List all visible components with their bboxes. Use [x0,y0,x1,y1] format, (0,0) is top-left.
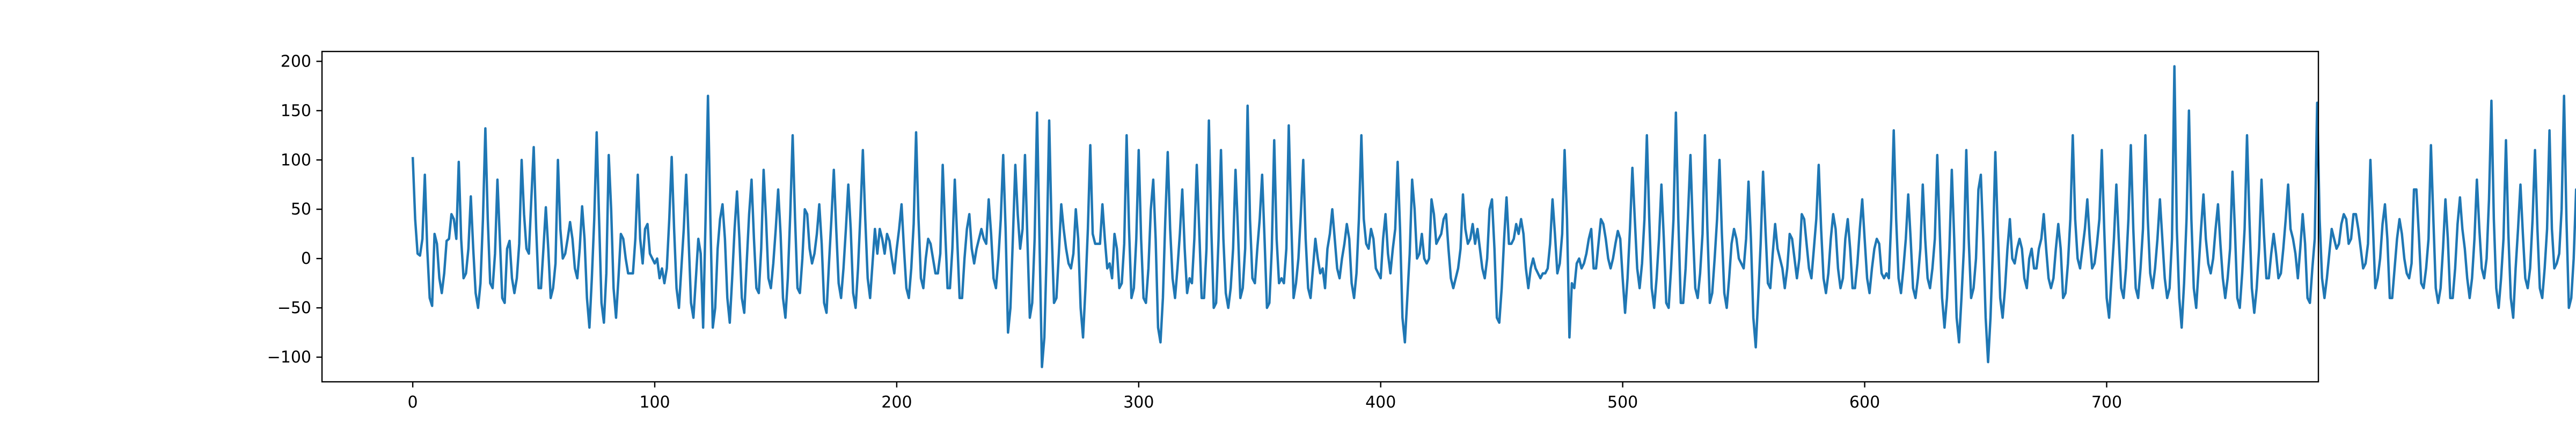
x-tick-label: 300 [1123,393,1154,412]
x-tick-label: 600 [1849,393,1880,412]
x-tick-label: 0 [408,393,418,412]
y-tick-label: 150 [281,101,311,120]
y-axis-ticks: −100 −50 0 50 100 150 200 [267,52,322,367]
x-axis-ticks: 0 100 200 300 400 500 600 700 [408,382,2122,412]
x-tick-label: 500 [1607,393,1638,412]
axes-frame [321,50,2319,383]
y-tick-label: −100 [267,348,311,367]
y-tick-label: 0 [301,249,311,268]
y-tick-label: 100 [281,151,311,169]
y-tick-label: −50 [277,299,311,317]
x-tick-label: 400 [1365,393,1396,412]
x-tick-label: 200 [881,393,912,412]
x-tick-label: 100 [639,393,670,412]
x-tick-label: 700 [2091,393,2122,412]
y-tick-label: 50 [291,200,311,219]
plot-area [411,65,2576,368]
y-tick-label: 200 [281,52,311,71]
series-line-0 [411,65,2576,368]
